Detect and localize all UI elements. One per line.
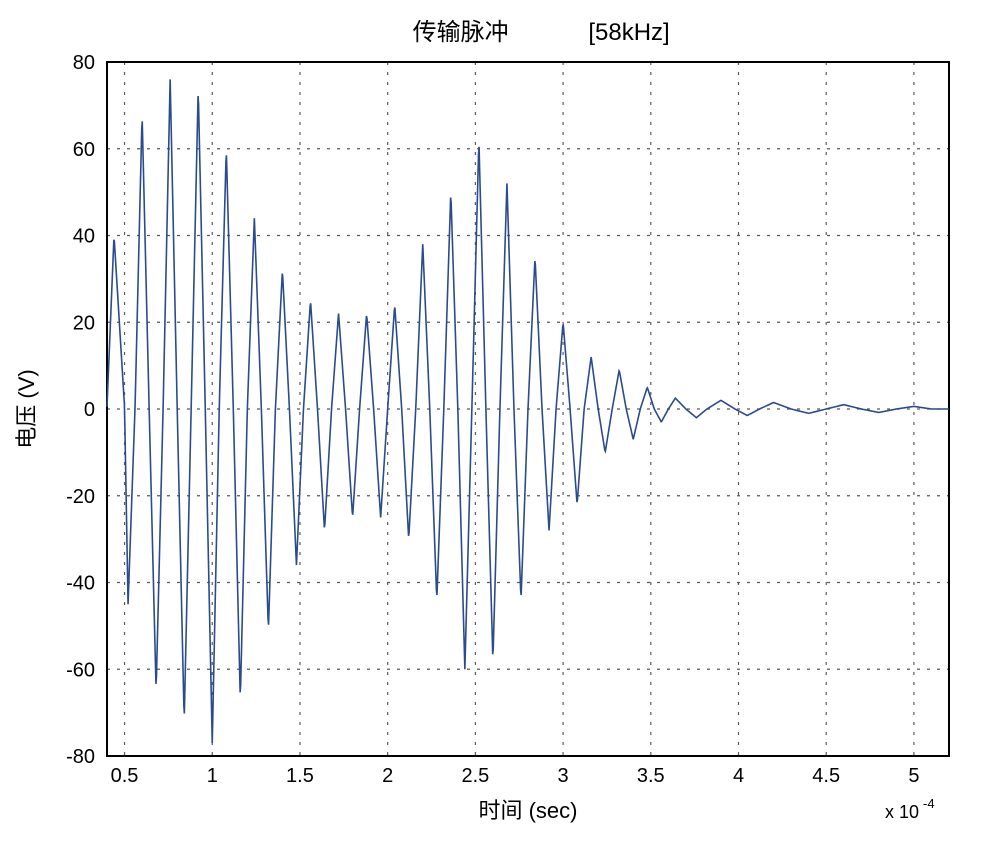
- y-tick-label: 20: [73, 312, 95, 334]
- x-axis-label: 时间 (sec): [478, 798, 577, 823]
- y-tick-label: 0: [84, 399, 95, 421]
- x-tick-label: 3.5: [637, 765, 665, 787]
- x-tick-label: 0.5: [111, 765, 139, 787]
- x-tick-label: 4.5: [812, 765, 840, 787]
- transmission-pulse-chart: 0.5 1 1.5 2 2.5 3 3.5 4 4.5 5 -80 -60 -40 -20 0 20 40 60 8…: [0, 0, 1000, 853]
- x-tick-label: 2.5: [461, 765, 489, 787]
- x-tick-label: 3: [558, 765, 569, 787]
- y-tick-label: 60: [73, 139, 95, 161]
- y-axis-label: 电压 (V): [14, 369, 39, 448]
- svg-text:-4: -4: [923, 796, 935, 811]
- x-tick-label: 2: [382, 765, 393, 787]
- y-tick-label: 40: [73, 226, 95, 248]
- x-tick-label: 1: [207, 765, 218, 787]
- y-tick-label: -40: [66, 573, 95, 595]
- chart-title-left: 传输脉冲: [413, 19, 509, 46]
- y-tick-label: 80: [73, 52, 95, 74]
- svg-text:x 10: x 10: [885, 802, 919, 822]
- y-tick-label: -80: [66, 746, 95, 768]
- y-tick-label: -20: [66, 486, 95, 508]
- chart-title-right: [58kHz]: [588, 19, 669, 46]
- x-tick-label: 1.5: [286, 765, 314, 787]
- x-tick-label: 4: [733, 765, 744, 787]
- y-tick-label: -60: [66, 659, 95, 681]
- x-tick-label: 5: [908, 765, 919, 787]
